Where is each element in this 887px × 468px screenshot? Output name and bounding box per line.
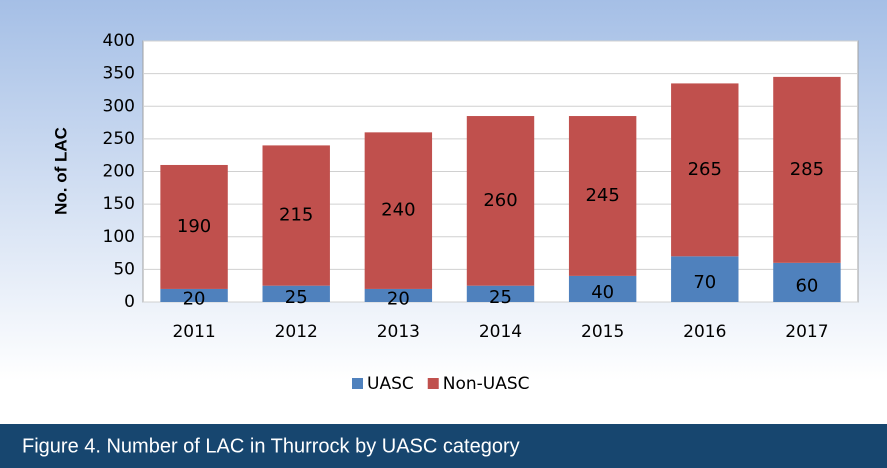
x-tick-label: 2014 [479,322,522,342]
bar-segment [466,116,535,286]
data-label: 260 [483,190,517,211]
data-label: 70 [693,272,716,293]
data-label: 190 [177,216,211,237]
bar-segment [671,256,739,302]
data-label: 25 [489,287,512,308]
bar-segment [160,164,228,289]
y-axis-label: No. of LAC [51,127,70,215]
legend-label: UASC [367,374,414,394]
data-label: 285 [790,159,824,180]
legend-swatch [427,378,439,389]
y-tick-label: 250 [103,129,135,149]
bar-segment [671,83,739,257]
bar-segment [364,132,433,289]
y-tick-label: 400 [103,31,135,51]
bar-segment [262,145,330,286]
bar-segment [160,288,228,302]
data-label: 215 [279,205,313,226]
caption: Figure 4. Number of LAC in Thurrock by U… [22,435,520,457]
x-tick-label: 2013 [377,322,420,342]
bar-segment [466,285,535,302]
x-tick-label: 2017 [785,322,828,342]
y-tick-label: 200 [103,162,135,182]
x-tick-label: 2012 [275,322,318,342]
x-tick-label: 2015 [581,322,624,342]
data-label: 20 [183,288,206,309]
y-tick-label: 0 [124,292,135,312]
y-tick-label: 350 [103,64,135,84]
x-tick-label: 2011 [172,322,215,342]
data-label: 20 [387,288,410,309]
y-tick-label: 300 [103,96,135,116]
data-label: 40 [591,282,614,303]
data-label: 240 [381,200,415,221]
data-label: 60 [795,275,818,296]
bar-segment [568,116,637,276]
data-label: 265 [688,159,722,180]
bar-segment [773,262,841,302]
y-tick-label: 50 [113,259,135,279]
x-tick-label: 2016 [683,322,726,342]
data-label: 245 [585,185,619,206]
data-label: 25 [285,287,308,308]
legend-swatch [352,378,363,389]
bar-segment [773,76,841,263]
caption-bar [0,424,887,468]
y-tick-label: 150 [103,194,135,214]
y-tick-label: 100 [103,227,135,247]
bar-segment [364,288,433,302]
bar-segment [262,285,330,302]
bar-segment [568,275,637,302]
legend-label: Non-UASC [443,374,530,394]
